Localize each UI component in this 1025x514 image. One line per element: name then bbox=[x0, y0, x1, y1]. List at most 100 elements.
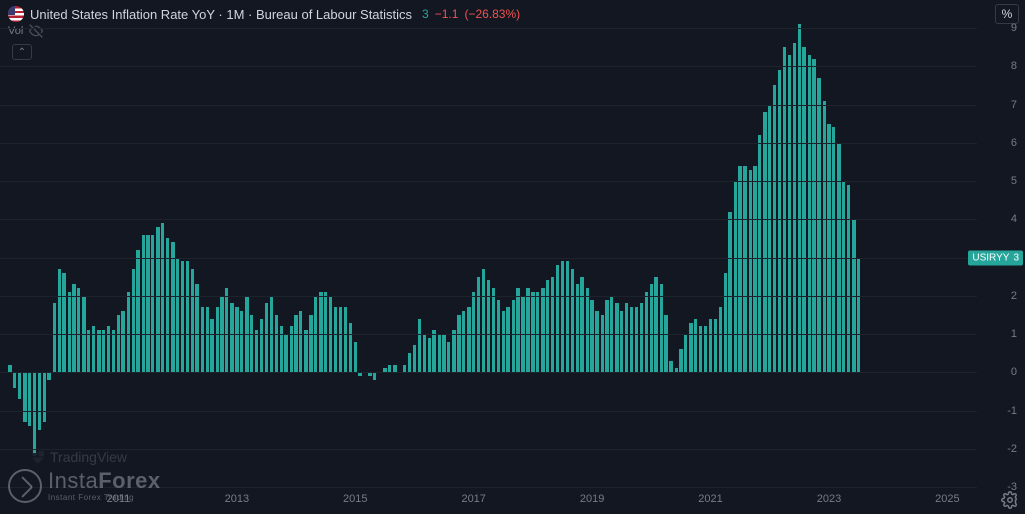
bar bbox=[447, 342, 450, 373]
bar bbox=[492, 288, 495, 372]
bar bbox=[102, 330, 105, 372]
bar bbox=[783, 47, 786, 372]
bar bbox=[97, 330, 100, 372]
bar bbox=[482, 269, 485, 372]
bar bbox=[546, 280, 549, 372]
tradingview-text: TradingView bbox=[50, 449, 127, 465]
bar bbox=[393, 365, 396, 373]
bar bbox=[132, 269, 135, 372]
bar bbox=[615, 303, 618, 372]
bar bbox=[719, 307, 722, 372]
bar bbox=[344, 307, 347, 372]
bar bbox=[462, 311, 465, 372]
bar bbox=[235, 307, 238, 372]
gridline bbox=[0, 258, 977, 259]
bar bbox=[299, 311, 302, 372]
bar bbox=[121, 311, 124, 372]
bar bbox=[601, 315, 604, 372]
gridline bbox=[0, 296, 977, 297]
gridline bbox=[0, 449, 977, 450]
bar bbox=[176, 258, 179, 373]
bar bbox=[265, 303, 268, 372]
bar bbox=[753, 166, 756, 373]
bar bbox=[802, 47, 805, 372]
bar bbox=[260, 319, 263, 373]
y-tick-label: 5 bbox=[1011, 175, 1017, 187]
bar bbox=[566, 261, 569, 372]
bar bbox=[23, 372, 26, 422]
bar bbox=[798, 24, 801, 372]
bar bbox=[679, 349, 682, 372]
instaforex-logo-icon bbox=[8, 469, 42, 503]
bar bbox=[171, 242, 174, 372]
bar bbox=[442, 334, 445, 372]
bar bbox=[452, 330, 455, 372]
bar bbox=[793, 43, 796, 372]
bar bbox=[151, 235, 154, 373]
bar bbox=[43, 372, 46, 422]
bar bbox=[625, 303, 628, 372]
bar bbox=[551, 277, 554, 373]
price-tag: USIRYY 3 bbox=[968, 250, 1023, 265]
bar bbox=[709, 319, 712, 373]
bar bbox=[586, 288, 589, 372]
bar bbox=[250, 315, 253, 372]
y-tick-label: 6 bbox=[1011, 137, 1017, 149]
bar bbox=[275, 315, 278, 372]
brand-name: InstaForex bbox=[48, 470, 161, 492]
flag-icon bbox=[8, 6, 24, 22]
bar bbox=[186, 261, 189, 372]
gridline bbox=[0, 28, 977, 29]
bar bbox=[438, 334, 441, 372]
gridline bbox=[0, 66, 977, 67]
percent-toggle-button[interactable]: % bbox=[995, 4, 1019, 24]
x-tick-label: 2019 bbox=[580, 493, 604, 505]
y-tick-label: 2 bbox=[1011, 290, 1017, 302]
bar bbox=[349, 323, 352, 373]
y-tick-label: -2 bbox=[1007, 443, 1017, 455]
bar bbox=[743, 166, 746, 373]
bar bbox=[487, 280, 490, 372]
bar bbox=[778, 70, 781, 372]
bar bbox=[334, 307, 337, 372]
bar bbox=[156, 227, 159, 372]
brand-bold: Forex bbox=[98, 468, 160, 493]
bar bbox=[58, 269, 61, 372]
bar bbox=[294, 315, 297, 372]
bar bbox=[210, 319, 213, 373]
x-tick-label: 2017 bbox=[461, 493, 485, 505]
settings-button[interactable] bbox=[1001, 491, 1019, 509]
bar bbox=[472, 292, 475, 372]
x-tick-label: 2023 bbox=[817, 493, 841, 505]
bar bbox=[195, 284, 198, 372]
gridline bbox=[0, 411, 977, 412]
bar bbox=[354, 342, 357, 373]
bar bbox=[832, 127, 835, 372]
bar bbox=[605, 300, 608, 373]
bar bbox=[728, 212, 731, 373]
instaforex-watermark: InstaForex Instant Forex Trading bbox=[8, 469, 161, 503]
y-tick-label: 9 bbox=[1011, 22, 1017, 34]
x-tick-label: 2013 bbox=[225, 493, 249, 505]
bar bbox=[418, 319, 421, 373]
tradingview-watermark: TradingView bbox=[30, 449, 127, 465]
bar bbox=[590, 300, 593, 373]
bar bbox=[181, 261, 184, 372]
bar bbox=[536, 292, 539, 372]
bar bbox=[230, 303, 233, 372]
bar bbox=[201, 307, 204, 372]
bar bbox=[87, 330, 90, 372]
gridline bbox=[0, 105, 977, 106]
bar bbox=[561, 261, 564, 372]
bar bbox=[309, 315, 312, 372]
bar bbox=[112, 330, 115, 372]
bar bbox=[18, 372, 21, 399]
x-tick-label: 2021 bbox=[698, 493, 722, 505]
bar bbox=[28, 372, 31, 426]
current-value: 3 bbox=[422, 7, 429, 21]
bar bbox=[403, 365, 406, 373]
chart-area[interactable] bbox=[0, 28, 977, 487]
bar bbox=[660, 284, 663, 372]
bar bbox=[373, 372, 376, 380]
bar bbox=[640, 303, 643, 372]
